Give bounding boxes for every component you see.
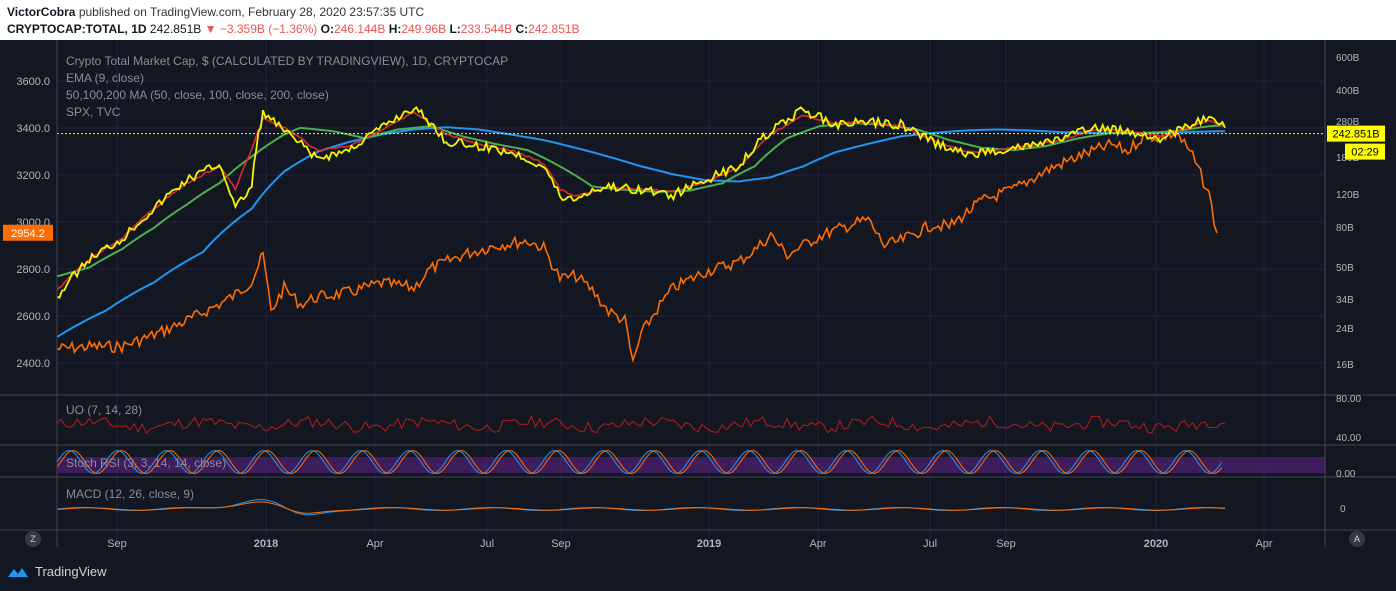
legend-spx: SPX, TVC bbox=[66, 105, 121, 119]
x-tick-label: 2019 bbox=[697, 538, 721, 550]
series-ema-line bbox=[56, 111, 1226, 291]
uo-tick-label: 40.00 bbox=[1336, 433, 1361, 444]
left-tick-label: 3400.0 bbox=[16, 123, 50, 135]
left-tick-label: 3200.0 bbox=[16, 170, 50, 182]
left-tick-label: 2400.0 bbox=[16, 358, 50, 370]
change-value: ▼ −3.359B (−1.36%) bbox=[204, 22, 318, 36]
x-tick-label: Apr bbox=[1255, 538, 1272, 550]
auto-scale-button[interactable]: A bbox=[1349, 531, 1365, 547]
stoch-k-line bbox=[56, 449, 1223, 475]
chart-area[interactable]: 3600.0 3400.0 3200.0 3000.0 2800.0 2600.0 2400… bbox=[0, 40, 1396, 555]
series-layer bbox=[56, 106, 1325, 363]
last-value: 242.851B bbox=[149, 22, 202, 36]
current-price-label: 242.851B bbox=[1332, 129, 1379, 141]
right-tick-label: 16B bbox=[1336, 360, 1354, 371]
x-tick-label: 2020 bbox=[1144, 538, 1168, 550]
left-tick-label: 3600.0 bbox=[16, 76, 50, 88]
x-tick-label: Apr bbox=[366, 538, 383, 550]
left-tick-label: 2600.0 bbox=[16, 311, 50, 323]
right-tick-label: 24B bbox=[1336, 324, 1354, 335]
low-value: 233.544B bbox=[460, 22, 513, 36]
right-tick-label: 120B bbox=[1336, 190, 1360, 201]
axes-layer: 3600.03400.03200.03000.02800.02600.02400… bbox=[0, 40, 1396, 550]
tradingview-icon bbox=[8, 567, 28, 577]
uo-tick-label: 80.00 bbox=[1336, 394, 1361, 405]
footer-bar: TradingView bbox=[0, 555, 1396, 591]
open-value: 246.144B bbox=[333, 22, 386, 36]
right-tick-label: 280B bbox=[1336, 117, 1360, 128]
low-label: L: bbox=[449, 22, 461, 36]
legend-stoch: Stoch RSI (3, 3, 14, 14, close) bbox=[66, 456, 226, 470]
panel-separators bbox=[0, 394, 1396, 478]
macd-tick-label: 0 bbox=[1340, 504, 1346, 515]
series-total-cap-line bbox=[56, 106, 1226, 299]
uo-line bbox=[56, 415, 1225, 434]
current-price-badge bbox=[1327, 125, 1385, 142]
high-label: H: bbox=[388, 22, 402, 36]
x-tick-label: 2018 bbox=[254, 538, 278, 550]
macd-line bbox=[56, 499, 1226, 516]
publish-info: VictorCobra published on TradingView.com… bbox=[7, 5, 424, 19]
open-label: O: bbox=[320, 22, 334, 36]
series-ma200-line bbox=[56, 126, 1225, 338]
legend-uo: UO (7, 14, 28) bbox=[66, 403, 142, 417]
legend-macd: MACD (12, 26, close, 9) bbox=[66, 487, 194, 501]
countdown-label: 02:29 bbox=[1351, 147, 1379, 159]
legend-main: Crypto Total Market Cap, $ (CALCULATED B… bbox=[66, 54, 508, 68]
close-label: C: bbox=[515, 22, 529, 36]
brand-label: TradingView bbox=[35, 564, 107, 579]
right-tick-label: 50B bbox=[1336, 263, 1354, 274]
chart-svg[interactable]: 3600.03400.03200.03000.02800.02600.02400… bbox=[0, 40, 1396, 555]
right-tick-label: 600B bbox=[1336, 53, 1360, 64]
x-tick-label: Apr bbox=[809, 538, 826, 550]
legend-ma: 50,100,200 MA (50, close, 100, close, 20… bbox=[66, 88, 329, 102]
x-tick-label: Sep bbox=[107, 538, 127, 550]
chart-header: VictorCobra published on TradingView.com… bbox=[0, 0, 1396, 40]
right-tick-label: 34B bbox=[1336, 295, 1354, 306]
grid bbox=[57, 40, 1325, 547]
ohlc-line: CRYPTOCAP:TOTAL, 1D 242.851B ▼ −3.359B (… bbox=[7, 22, 580, 36]
x-tick-label: Sep bbox=[551, 538, 571, 550]
x-tick-label: Jul bbox=[480, 538, 494, 550]
countdown-badge bbox=[1345, 143, 1385, 160]
stoch-tick-label: 0.00 bbox=[1336, 469, 1356, 480]
zoom-button[interactable]: Z bbox=[25, 531, 41, 547]
macd-signal-line bbox=[56, 501, 1226, 514]
stoch-band bbox=[57, 457, 1325, 473]
x-tick-label: Sep bbox=[996, 538, 1016, 550]
symbol-label: CRYPTOCAP:TOTAL, 1D bbox=[7, 22, 147, 36]
published-text: published on TradingView.com, February 2… bbox=[78, 5, 425, 19]
spx-price-badge bbox=[3, 224, 53, 241]
x-tick-label: Jul bbox=[923, 538, 937, 550]
close-value: 242.851B bbox=[528, 22, 580, 36]
author-name[interactable]: VictorCobra bbox=[7, 5, 76, 19]
right-tick-label: 80B bbox=[1336, 223, 1354, 234]
right-tick-label: 400B bbox=[1336, 86, 1360, 97]
high-value: 249.96B bbox=[401, 22, 447, 36]
series-spx-line bbox=[56, 128, 1218, 363]
spx-price-label: 2954.2 bbox=[11, 228, 45, 240]
left-tick-label: 2800.0 bbox=[16, 264, 50, 276]
legend-ema: EMA (9, close) bbox=[66, 71, 144, 85]
stoch-d-line bbox=[56, 449, 1223, 475]
indicator-layer bbox=[56, 415, 1325, 516]
tradingview-logo[interactable]: TradingView bbox=[7, 564, 107, 579]
